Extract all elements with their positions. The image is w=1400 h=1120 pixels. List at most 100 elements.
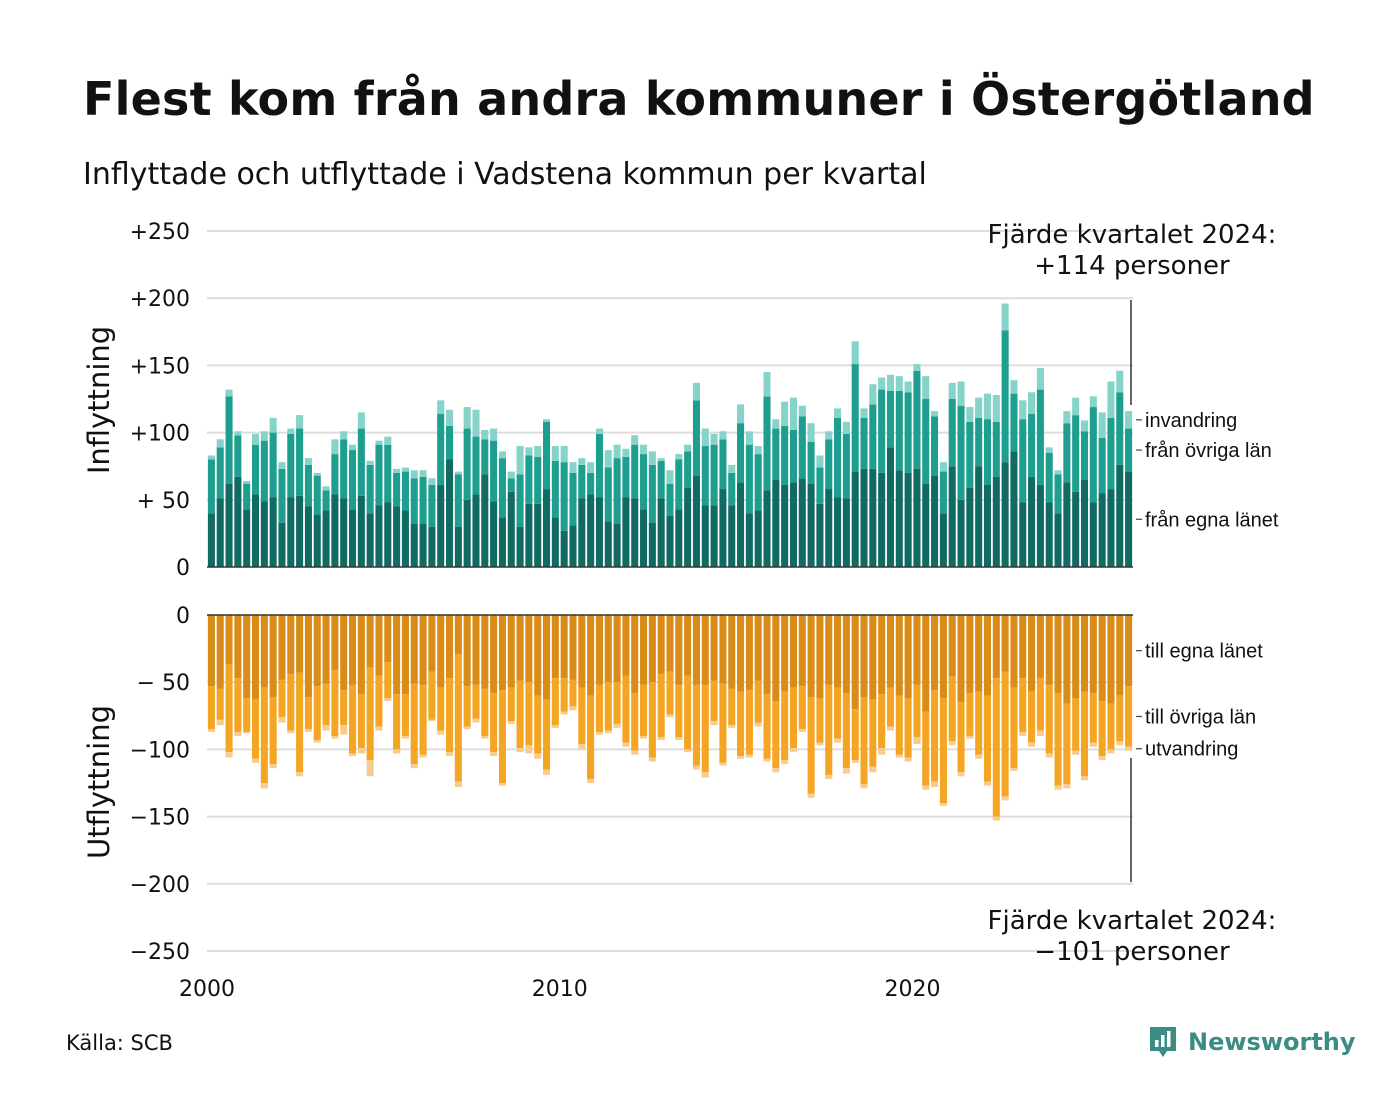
bar-inflow xyxy=(260,440,268,502)
bar-inflow xyxy=(966,407,974,422)
bar-inflow xyxy=(1098,437,1106,494)
bar-outflow xyxy=(763,615,771,695)
bar-outflow xyxy=(322,683,330,726)
brand[interactable]: Newsworthy xyxy=(1148,1025,1356,1059)
bar-outflow xyxy=(675,737,683,740)
bar-outflow xyxy=(604,730,612,734)
bar-inflow xyxy=(490,440,498,502)
bar-inflow xyxy=(331,454,339,495)
bar-outflow xyxy=(842,615,850,693)
bar-inflow xyxy=(604,467,612,522)
bar-outflow xyxy=(657,615,665,675)
bar-inflow xyxy=(922,376,930,399)
bar-outflow xyxy=(1019,615,1027,679)
bar-inflow xyxy=(1054,470,1062,475)
bar-outflow xyxy=(490,615,498,693)
annotation-title: Fjärde kvartalet 2024: xyxy=(988,906,1277,936)
bar-outflow xyxy=(728,615,736,689)
annotation-value: +114 personer xyxy=(1034,251,1230,281)
bar-inflow xyxy=(322,510,330,567)
bar-inflow xyxy=(490,428,498,441)
bar-outflow xyxy=(1010,768,1018,771)
bar-inflow xyxy=(613,444,621,459)
bar-outflow xyxy=(745,615,753,691)
bar-outflow xyxy=(1063,703,1071,785)
bar-inflow xyxy=(1125,411,1133,429)
bar-inflow xyxy=(551,517,559,567)
bar-inflow xyxy=(260,431,268,441)
bar-outflow xyxy=(631,750,639,755)
bar-outflow xyxy=(366,760,374,777)
bar-outflow xyxy=(1080,691,1089,777)
bar-inflow xyxy=(366,460,374,465)
bar-outflow xyxy=(754,615,762,681)
bar-inflow xyxy=(1028,476,1036,567)
bar-inflow xyxy=(234,431,242,436)
bar-inflow xyxy=(763,490,771,567)
bar-outflow xyxy=(737,691,745,757)
bar-inflow xyxy=(975,417,983,467)
bar-outflow xyxy=(648,682,656,758)
bar-outflow xyxy=(878,694,886,749)
bar-outflow xyxy=(481,615,489,689)
bar-inflow xyxy=(931,411,939,417)
bar-inflow xyxy=(1036,389,1044,486)
bar-outflow xyxy=(798,615,806,687)
bar-inflow xyxy=(886,374,895,391)
bar-inflow xyxy=(454,526,462,567)
bar-inflow xyxy=(560,462,568,531)
bar-inflow xyxy=(640,454,648,510)
bar-outflow xyxy=(728,688,736,726)
bar-outflow xyxy=(340,690,348,726)
bar-inflow xyxy=(728,505,736,567)
bar-outflow xyxy=(1089,742,1097,747)
bar-inflow xyxy=(648,464,656,523)
bar-outflow xyxy=(1098,756,1106,761)
bar-outflow xyxy=(331,735,339,739)
bar-inflow xyxy=(834,417,842,498)
bar-outflow xyxy=(446,615,454,679)
bar-inflow xyxy=(313,475,321,515)
bar-outflow xyxy=(428,671,436,720)
bar-inflow xyxy=(384,502,392,567)
bar-inflow xyxy=(640,509,648,567)
bar-inflow xyxy=(498,517,506,567)
bar-inflow xyxy=(975,466,983,567)
bar-inflow xyxy=(816,503,824,567)
bar-inflow xyxy=(1089,407,1097,503)
bar-outflow xyxy=(781,691,789,761)
bar-inflow xyxy=(1001,330,1009,463)
bar-outflow xyxy=(1019,678,1027,732)
bar-outflow xyxy=(931,615,939,691)
bar-outflow xyxy=(816,698,824,743)
bar-outflow xyxy=(1107,749,1115,754)
bar-inflow xyxy=(957,405,965,500)
bar-outflow xyxy=(287,615,295,675)
bar-inflow xyxy=(975,397,983,418)
x-tick-label: 2010 xyxy=(532,977,588,1000)
bar-inflow xyxy=(1019,419,1027,503)
bar-outflow xyxy=(1072,615,1080,699)
bar-inflow xyxy=(1001,462,1009,567)
bar-outflow xyxy=(939,803,947,806)
bar-outflow xyxy=(701,684,709,773)
bar-inflow xyxy=(525,447,533,456)
bar-outflow xyxy=(1001,671,1009,797)
bar-outflow xyxy=(657,737,665,740)
bar-inflow xyxy=(631,444,639,499)
bar-outflow xyxy=(631,692,639,751)
bar-inflow xyxy=(834,408,842,418)
bar-outflow xyxy=(825,615,833,685)
bar-inflow xyxy=(481,439,489,475)
bar-outflow xyxy=(807,793,815,798)
y-tick-label: −150 xyxy=(130,806,190,831)
bar-inflow xyxy=(207,513,215,567)
bar-inflow xyxy=(287,428,295,434)
bar-outflow xyxy=(366,667,374,761)
bar-outflow xyxy=(807,696,815,794)
bar-outflow xyxy=(913,737,921,745)
bar-outflow xyxy=(957,702,965,773)
bar-outflow xyxy=(1054,615,1062,693)
y-tick-label: 0 xyxy=(176,604,190,629)
bar-inflow xyxy=(1063,423,1071,483)
